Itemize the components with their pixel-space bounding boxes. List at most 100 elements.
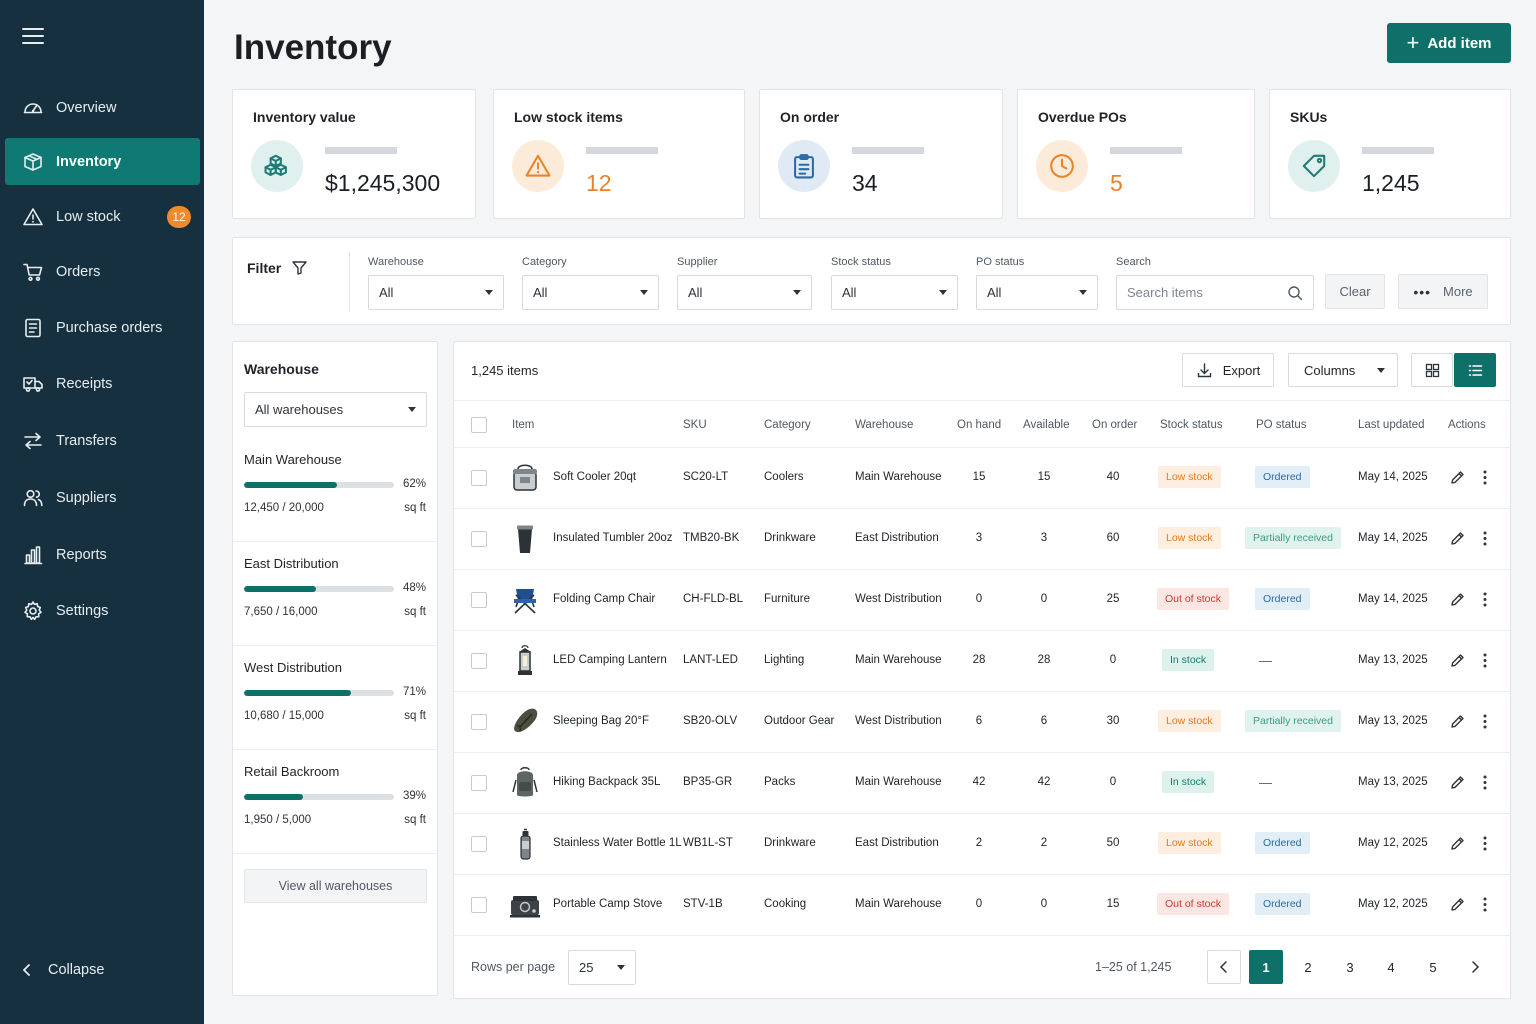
sidebar-item-receipts[interactable]: Receipts bbox=[5, 360, 200, 407]
filter-icon[interactable] bbox=[291, 259, 308, 276]
more-vertical-icon[interactable] bbox=[1479, 591, 1491, 608]
sidebar-item-settings[interactable]: Settings bbox=[5, 587, 200, 634]
page-button-5[interactable]: 5 bbox=[1429, 959, 1437, 975]
page-button-3[interactable]: 3 bbox=[1346, 959, 1354, 975]
kpi-card-overdue-pos[interactable]: Overdue POs 5 bbox=[1017, 89, 1255, 219]
table-row[interactable]: Insulated Tumbler 20oz TMB20-BK Drinkwar… bbox=[454, 509, 1510, 570]
edit-icon[interactable] bbox=[1449, 774, 1466, 791]
item-name[interactable]: Soft Cooler 20qt bbox=[553, 471, 637, 483]
table-row[interactable]: LED Camping Lantern LANT-LED Lighting Ma… bbox=[454, 631, 1510, 692]
rows-per-page-select[interactable]: 25 bbox=[568, 950, 636, 985]
column-header-last-updated[interactable]: Last updated bbox=[1358, 419, 1425, 431]
item-warehouse: Main Warehouse bbox=[855, 654, 942, 666]
view-all-warehouses-button[interactable]: View all warehouses bbox=[244, 869, 427, 903]
item-name[interactable]: LED Camping Lantern bbox=[553, 654, 667, 666]
kpi-card-inventory-value[interactable]: Inventory value $1,245,300 bbox=[232, 89, 476, 219]
warehouse-panel-select[interactable]: All warehouses bbox=[244, 392, 427, 427]
row-checkbox[interactable] bbox=[471, 653, 487, 669]
kpi-card-on-order[interactable]: On order 34 bbox=[759, 89, 1003, 219]
more-vertical-icon[interactable] bbox=[1479, 652, 1491, 669]
sidebar-item-purchase-orders[interactable]: Purchase orders bbox=[5, 304, 200, 351]
search-icon[interactable] bbox=[1287, 285, 1303, 301]
warehouse-item[interactable]: East Distribution 48% 7,650 / 16,000 sq … bbox=[233, 542, 437, 646]
more-vertical-icon[interactable] bbox=[1479, 774, 1491, 791]
table-row[interactable]: Soft Cooler 20qt SC20-LT Coolers Main Wa… bbox=[454, 448, 1510, 509]
row-checkbox[interactable] bbox=[471, 592, 487, 608]
item-name[interactable]: Stainless Water Bottle 1L bbox=[553, 837, 682, 849]
search-input[interactable] bbox=[1127, 285, 1277, 300]
clear-button[interactable]: Clear bbox=[1325, 274, 1385, 309]
edit-icon[interactable] bbox=[1449, 591, 1466, 608]
item-name[interactable]: Folding Camp Chair bbox=[553, 593, 656, 605]
columns-button[interactable]: Columns bbox=[1288, 353, 1398, 387]
grid-view-button[interactable] bbox=[1411, 353, 1453, 387]
export-button[interactable]: Export bbox=[1182, 353, 1274, 387]
edit-icon[interactable] bbox=[1449, 896, 1466, 913]
more-vertical-icon[interactable] bbox=[1479, 835, 1491, 852]
item-name[interactable]: Sleeping Bag 20°F bbox=[553, 715, 650, 727]
more-vertical-icon[interactable] bbox=[1479, 469, 1491, 486]
column-header-sku[interactable]: SKU bbox=[683, 419, 707, 431]
select-all-checkbox[interactable] bbox=[471, 417, 487, 433]
sidebar-item-suppliers[interactable]: Suppliers bbox=[5, 474, 200, 521]
table-row[interactable]: Hiking Backpack 35L BP35-GR Packs Main W… bbox=[454, 753, 1510, 814]
collapse-button[interactable]: Collapse bbox=[20, 962, 104, 978]
page-button-4[interactable]: 4 bbox=[1387, 959, 1395, 975]
more-vertical-icon[interactable] bbox=[1479, 713, 1491, 730]
table-row[interactable]: Folding Camp Chair CH-FLD-BL Furniture W… bbox=[454, 570, 1510, 631]
sidebar-item-inventory[interactable]: Inventory bbox=[5, 138, 200, 185]
item-name[interactable]: Hiking Backpack 35L bbox=[553, 776, 661, 788]
stock-status-select[interactable]: All bbox=[831, 275, 958, 310]
column-header-available[interactable]: Available bbox=[1023, 419, 1070, 431]
row-checkbox[interactable] bbox=[471, 714, 487, 730]
sidebar-item-overview[interactable]: Overview bbox=[5, 84, 200, 131]
column-header-po-status[interactable]: PO status bbox=[1256, 419, 1307, 431]
column-header-actions[interactable]: Actions bbox=[1448, 419, 1486, 431]
supplier-select[interactable]: All bbox=[677, 275, 812, 310]
page-button-1[interactable]: 1 bbox=[1249, 950, 1283, 984]
column-header-on-order[interactable]: On order bbox=[1092, 419, 1138, 431]
row-checkbox[interactable] bbox=[471, 836, 487, 852]
sidebar-item-low-stock[interactable]: Low stock 12 bbox=[5, 193, 200, 240]
add-item-button[interactable]: + Add item bbox=[1387, 23, 1511, 63]
sidebar-item-transfers[interactable]: Transfers bbox=[5, 417, 200, 464]
table-row[interactable]: Sleeping Bag 20°F SB20-OLV Outdoor Gear … bbox=[454, 692, 1510, 753]
row-checkbox[interactable] bbox=[471, 775, 487, 791]
kpi-card-skus[interactable]: SKUs 1,245 bbox=[1269, 89, 1511, 219]
more-vertical-icon[interactable] bbox=[1479, 896, 1491, 913]
list-view-button[interactable] bbox=[1454, 353, 1496, 387]
column-header-on-hand[interactable]: On hand bbox=[957, 419, 1002, 431]
po-status-select[interactable]: All bbox=[976, 275, 1098, 310]
more-button[interactable]: ••• More bbox=[1398, 274, 1488, 309]
column-header-stock-status[interactable]: Stock status bbox=[1160, 419, 1223, 431]
row-checkbox[interactable] bbox=[471, 531, 487, 547]
kpi-card-low-stock-items[interactable]: Low stock items 12 bbox=[493, 89, 745, 219]
edit-icon[interactable] bbox=[1449, 652, 1466, 669]
page-button-2[interactable]: 2 bbox=[1304, 959, 1312, 975]
warehouse-select[interactable]: All bbox=[368, 275, 504, 310]
item-name[interactable]: Insulated Tumbler 20oz bbox=[553, 532, 673, 544]
category-select[interactable]: All bbox=[522, 275, 659, 310]
more-vertical-icon[interactable] bbox=[1479, 530, 1491, 547]
menu-icon[interactable] bbox=[22, 28, 44, 46]
item-name[interactable]: Portable Camp Stove bbox=[553, 898, 663, 910]
edit-icon[interactable] bbox=[1449, 835, 1466, 852]
table-row[interactable]: Portable Camp Stove STV-1B Cooking Main … bbox=[454, 875, 1510, 936]
column-header-warehouse[interactable]: Warehouse bbox=[855, 419, 914, 431]
warehouse-item[interactable]: West Distribution 71% 10,680 / 15,000 sq… bbox=[233, 646, 437, 750]
sidebar-item-reports[interactable]: Reports bbox=[5, 531, 200, 578]
warehouse-item[interactable]: Retail Backroom 39% 1,950 / 5,000 sq ft bbox=[233, 750, 437, 854]
prev-page-button[interactable] bbox=[1207, 950, 1241, 984]
edit-icon[interactable] bbox=[1449, 713, 1466, 730]
item-category: Furniture bbox=[764, 593, 811, 605]
row-checkbox[interactable] bbox=[471, 470, 487, 486]
edit-icon[interactable] bbox=[1449, 469, 1466, 486]
warehouse-item[interactable]: Main Warehouse 62% 12,450 / 20,000 sq ft bbox=[233, 438, 437, 542]
table-row[interactable]: Stainless Water Bottle 1L WB1L-ST Drinkw… bbox=[454, 814, 1510, 875]
edit-icon[interactable] bbox=[1449, 530, 1466, 547]
column-header-item[interactable]: Item bbox=[512, 419, 535, 431]
sidebar-item-orders[interactable]: Orders bbox=[5, 248, 200, 295]
next-page-button[interactable] bbox=[1458, 950, 1492, 984]
column-header-category[interactable]: Category bbox=[764, 419, 811, 431]
row-checkbox[interactable] bbox=[471, 897, 487, 913]
